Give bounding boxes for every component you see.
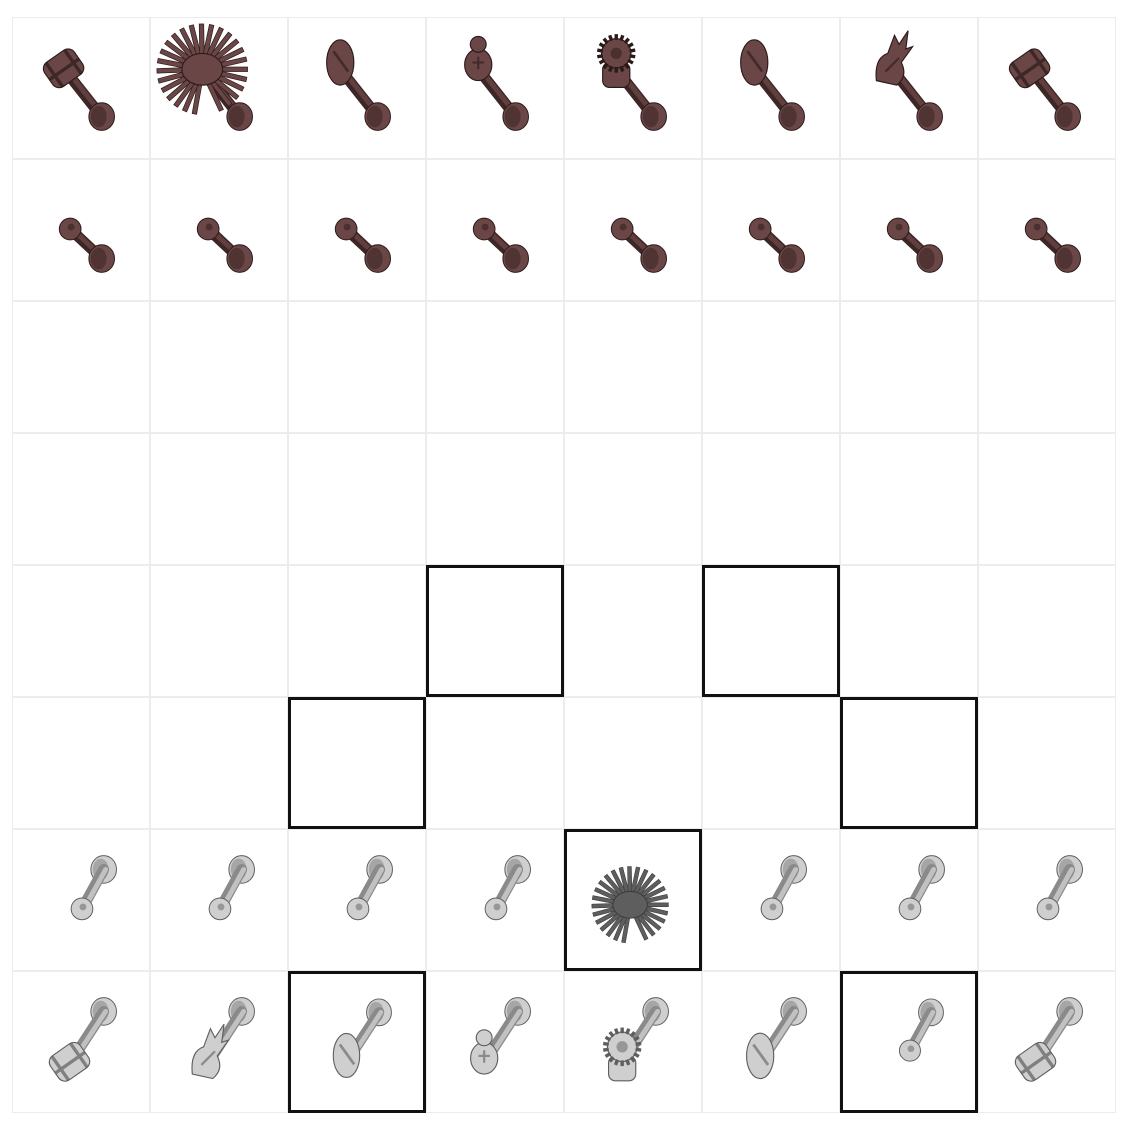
square-e6[interactable] — [564, 301, 702, 433]
square-h5[interactable] — [978, 433, 1116, 565]
light-rook-icon[interactable] — [13, 972, 149, 1112]
square-a5[interactable] — [12, 433, 150, 565]
light-pawn-icon[interactable] — [703, 830, 839, 970]
dark-pawn-icon[interactable] — [13, 160, 149, 300]
square-e5[interactable] — [564, 433, 702, 565]
dark-bishop-icon[interactable] — [703, 18, 839, 158]
square-h8[interactable] — [978, 17, 1116, 159]
square-b3[interactable] — [150, 697, 288, 829]
light-pawn-icon[interactable] — [427, 830, 563, 970]
light-pawn-icon[interactable] — [289, 830, 425, 970]
square-c7[interactable] — [288, 159, 426, 301]
dark-pawn-icon[interactable] — [151, 160, 287, 300]
light-knight-icon[interactable] — [151, 972, 287, 1112]
dark-knight-icon[interactable] — [151, 18, 287, 158]
light-pawn-icon[interactable] — [843, 974, 975, 1110]
square-b8[interactable] — [150, 17, 288, 159]
square-f1[interactable] — [702, 971, 840, 1113]
square-h1[interactable] — [978, 971, 1116, 1113]
square-h6[interactable] — [978, 301, 1116, 433]
square-h3[interactable] — [978, 697, 1116, 829]
square-g7[interactable] — [840, 159, 978, 301]
square-a2[interactable] — [12, 829, 150, 971]
dark-pawn-icon[interactable] — [289, 160, 425, 300]
square-e2[interactable] — [564, 829, 702, 971]
square-g1[interactable] — [840, 971, 978, 1113]
light-rook-icon[interactable] — [979, 972, 1115, 1112]
dark-bishop-icon[interactable] — [289, 18, 425, 158]
square-e7[interactable] — [564, 159, 702, 301]
light-bishop-icon[interactable] — [291, 974, 423, 1110]
square-g8[interactable] — [840, 17, 978, 159]
square-f7[interactable] — [702, 159, 840, 301]
square-e4[interactable] — [564, 565, 702, 697]
dark-king-icon[interactable] — [565, 18, 701, 158]
square-b4[interactable] — [150, 565, 288, 697]
square-g3[interactable] — [840, 697, 978, 829]
dark-pawn-icon[interactable] — [565, 160, 701, 300]
dark-pawn-icon[interactable] — [841, 160, 977, 300]
light-queen-icon[interactable] — [427, 972, 563, 1112]
dark-queen-icon[interactable] — [427, 18, 563, 158]
square-h7[interactable] — [978, 159, 1116, 301]
square-e1[interactable] — [564, 971, 702, 1113]
square-c2[interactable] — [288, 829, 426, 971]
light-pawn-icon[interactable] — [151, 830, 287, 970]
square-b6[interactable] — [150, 301, 288, 433]
square-c4[interactable] — [288, 565, 426, 697]
square-g6[interactable] — [840, 301, 978, 433]
dark-rook-icon[interactable] — [13, 18, 149, 158]
square-e8[interactable] — [564, 17, 702, 159]
square-d7[interactable] — [426, 159, 564, 301]
square-h4[interactable] — [978, 565, 1116, 697]
dark-rook-icon[interactable] — [979, 18, 1115, 158]
dark-knight-icon[interactable] — [841, 18, 977, 158]
dark-pawn-icon[interactable] — [427, 160, 563, 300]
square-f2[interactable] — [702, 829, 840, 971]
light-pawn-icon[interactable] — [841, 830, 977, 970]
square-a3[interactable] — [12, 697, 150, 829]
square-c5[interactable] — [288, 433, 426, 565]
square-h2[interactable] — [978, 829, 1116, 971]
square-a6[interactable] — [12, 301, 150, 433]
square-c6[interactable] — [288, 301, 426, 433]
square-b5[interactable] — [150, 433, 288, 565]
square-d3[interactable] — [426, 697, 564, 829]
square-g2[interactable] — [840, 829, 978, 971]
light-knight-icon[interactable] — [567, 832, 699, 968]
dark-pawn-icon[interactable] — [703, 160, 839, 300]
square-d1[interactable] — [426, 971, 564, 1113]
square-b1[interactable] — [150, 971, 288, 1113]
square-b7[interactable] — [150, 159, 288, 301]
square-a8[interactable] — [12, 17, 150, 159]
square-c1[interactable] — [288, 971, 426, 1113]
square-a4[interactable] — [12, 565, 150, 697]
light-king-icon[interactable] — [565, 972, 701, 1112]
light-pawn-icon[interactable] — [13, 830, 149, 970]
square-b2[interactable] — [150, 829, 288, 971]
square-f4[interactable] — [702, 565, 840, 697]
square-e3[interactable] — [564, 697, 702, 829]
square-c8[interactable] — [288, 17, 426, 159]
square-c3[interactable] — [288, 697, 426, 829]
chess-board — [12, 17, 1116, 1113]
square-g5[interactable] — [840, 433, 978, 565]
square-d8[interactable] — [426, 17, 564, 159]
light-bishop-icon[interactable] — [703, 972, 839, 1112]
square-f3[interactable] — [702, 697, 840, 829]
square-g4[interactable] — [840, 565, 978, 697]
square-f6[interactable] — [702, 301, 840, 433]
square-f5[interactable] — [702, 433, 840, 565]
light-pawn-icon[interactable] — [979, 830, 1115, 970]
square-a1[interactable] — [12, 971, 150, 1113]
dark-pawn-icon[interactable] — [979, 160, 1115, 300]
square-d4[interactable] — [426, 565, 564, 697]
square-a7[interactable] — [12, 159, 150, 301]
square-d2[interactable] — [426, 829, 564, 971]
square-d5[interactable] — [426, 433, 564, 565]
square-f8[interactable] — [702, 17, 840, 159]
square-d6[interactable] — [426, 301, 564, 433]
